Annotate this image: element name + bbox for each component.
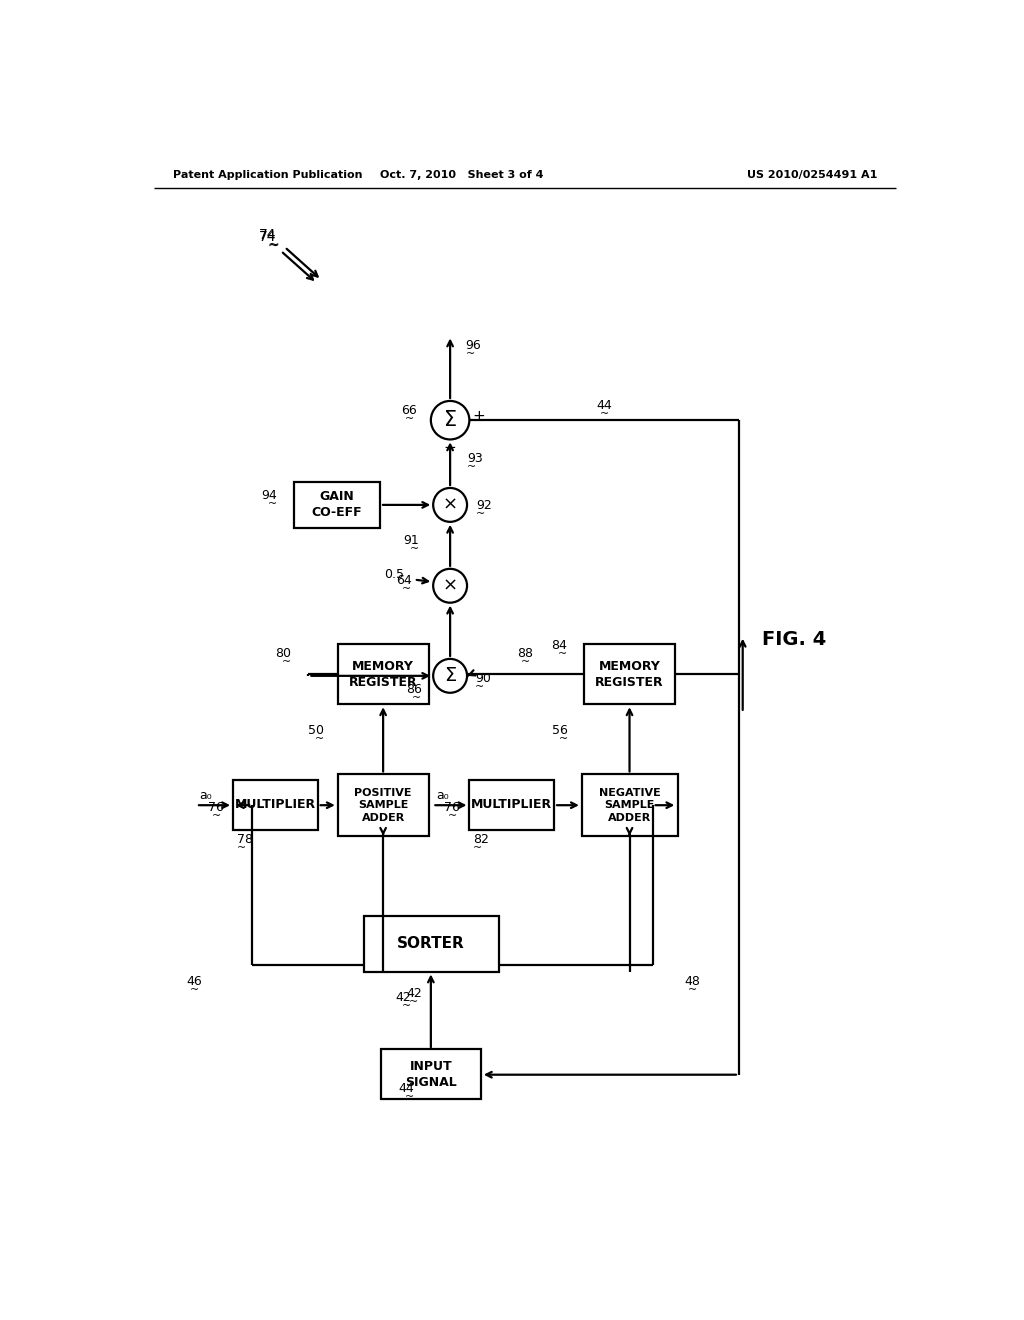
Circle shape — [431, 401, 469, 440]
Text: ~: ~ — [558, 649, 567, 659]
Text: 86: 86 — [406, 684, 422, 696]
Text: −: − — [443, 440, 457, 454]
Bar — [338, 775, 429, 836]
Text: ~: ~ — [413, 693, 422, 704]
Text: 76: 76 — [208, 801, 224, 814]
Text: ~: ~ — [475, 681, 484, 692]
Text: ~: ~ — [267, 239, 279, 252]
Text: a₀: a₀ — [200, 789, 212, 803]
Text: Oct. 7, 2010   Sheet 3 of 4: Oct. 7, 2010 Sheet 3 of 4 — [380, 170, 544, 181]
Text: ~: ~ — [467, 462, 476, 473]
Text: 48: 48 — [685, 975, 700, 989]
Text: FIG. 4: FIG. 4 — [762, 630, 826, 649]
Text: ~: ~ — [283, 657, 292, 667]
Text: ~: ~ — [211, 810, 220, 821]
Bar — [584, 644, 675, 705]
Text: ~: ~ — [189, 985, 199, 995]
Bar — [381, 1049, 481, 1100]
Circle shape — [433, 659, 467, 693]
Text: NEGATIVE
SAMPLE
ADDER: NEGATIVE SAMPLE ADDER — [599, 788, 660, 822]
Text: ~: ~ — [410, 544, 419, 554]
Bar — [294, 482, 380, 528]
Text: 82: 82 — [473, 833, 489, 846]
Text: SORTER: SORTER — [397, 936, 465, 952]
Text: 50: 50 — [308, 723, 324, 737]
Text: 92: 92 — [476, 499, 493, 512]
Text: 80: 80 — [275, 647, 292, 660]
Bar — [469, 780, 554, 830]
Text: 93: 93 — [467, 453, 482, 465]
Text: 44: 44 — [398, 1082, 414, 1096]
Text: Patent Application Publication: Patent Application Publication — [173, 170, 362, 181]
Text: 46: 46 — [186, 975, 203, 989]
Text: 78: 78 — [237, 833, 253, 846]
Text: ~: ~ — [559, 734, 568, 744]
Text: 90: 90 — [475, 672, 490, 685]
Text: 44: 44 — [596, 399, 612, 412]
Text: ~: ~ — [447, 810, 457, 821]
Text: ~: ~ — [237, 843, 246, 853]
Text: 91: 91 — [403, 533, 419, 546]
Text: ~: ~ — [267, 238, 279, 252]
Text: ~: ~ — [267, 499, 276, 510]
Text: Σ: Σ — [444, 667, 457, 685]
Text: POSITIVE
SAMPLE
ADDER: POSITIVE SAMPLE ADDER — [354, 788, 412, 822]
Text: 84: 84 — [551, 639, 567, 652]
Text: ~: ~ — [404, 1092, 414, 1102]
Text: GAIN
CO-EFF: GAIN CO-EFF — [311, 491, 362, 519]
Text: ~: ~ — [466, 348, 475, 359]
Text: Σ: Σ — [443, 411, 457, 430]
Text: 76: 76 — [444, 801, 461, 814]
Text: INPUT
SIGNAL: INPUT SIGNAL — [404, 1060, 457, 1089]
Circle shape — [433, 488, 467, 521]
Text: 42: 42 — [396, 991, 412, 1005]
Bar — [338, 644, 429, 705]
Text: MULTIPLIER: MULTIPLIER — [234, 799, 315, 812]
Text: MEMORY
REGISTER: MEMORY REGISTER — [595, 660, 664, 689]
Text: 64: 64 — [396, 574, 412, 587]
Text: ~: ~ — [404, 414, 414, 425]
Text: ~: ~ — [521, 657, 530, 667]
Text: US 2010/0254491 A1: US 2010/0254491 A1 — [748, 170, 878, 181]
Bar — [364, 916, 499, 972]
Text: ~: ~ — [410, 998, 419, 1007]
Bar — [233, 780, 317, 830]
Text: 74: 74 — [259, 228, 276, 243]
Text: 94: 94 — [261, 490, 276, 502]
Text: ~: ~ — [402, 583, 412, 594]
Text: +: + — [472, 409, 485, 424]
Text: ~: ~ — [476, 510, 485, 519]
Text: 66: 66 — [401, 404, 417, 417]
Text: ~: ~ — [688, 985, 697, 995]
Text: 56: 56 — [552, 723, 568, 737]
Text: 74: 74 — [259, 230, 276, 244]
Text: ~: ~ — [314, 734, 324, 744]
Text: MEMORY
REGISTER: MEMORY REGISTER — [349, 660, 418, 689]
Text: ~: ~ — [402, 1001, 412, 1011]
Text: 0.5: 0.5 — [384, 568, 403, 581]
Text: 88: 88 — [517, 647, 534, 660]
Circle shape — [433, 569, 467, 603]
Bar — [582, 775, 678, 836]
Text: ~: ~ — [599, 409, 608, 418]
Text: ×: × — [442, 496, 458, 513]
Text: ×: × — [442, 577, 458, 595]
Text: 42: 42 — [407, 987, 422, 1001]
Text: MULTIPLIER: MULTIPLIER — [471, 799, 552, 812]
Text: ~: ~ — [473, 843, 482, 853]
Text: 96: 96 — [466, 339, 481, 352]
Text: a₀: a₀ — [436, 789, 449, 803]
